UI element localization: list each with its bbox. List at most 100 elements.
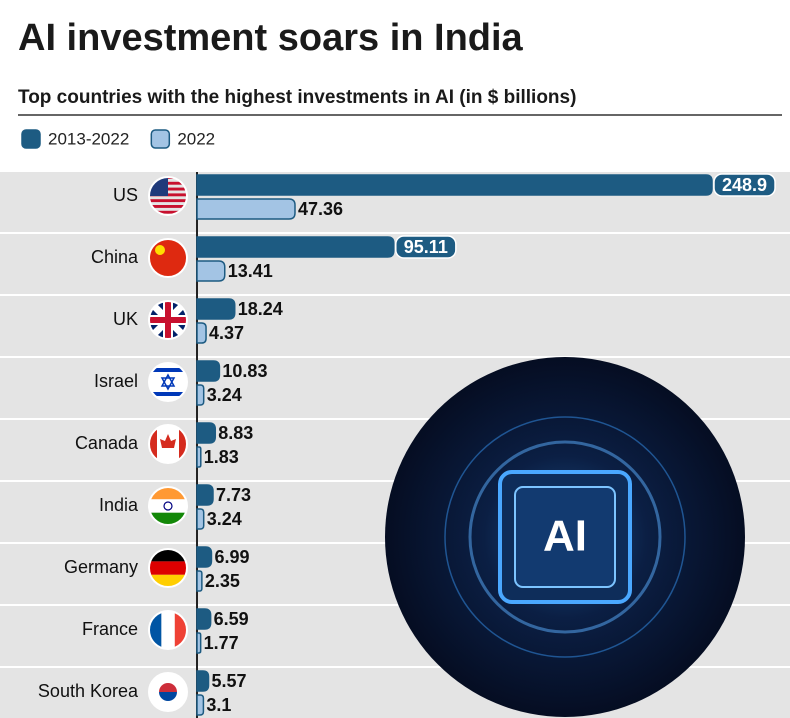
- bar: [196, 236, 395, 258]
- flag-part: [161, 611, 175, 649]
- bar: [196, 422, 217, 444]
- bar: [196, 508, 205, 530]
- value-label: 8.83: [218, 423, 253, 443]
- flag: [148, 548, 188, 588]
- ai-label: AI: [543, 512, 587, 561]
- value-pill: [713, 173, 776, 197]
- value-label: 4.37: [209, 323, 244, 343]
- flag-border: [148, 548, 188, 588]
- value-label: 5.57: [212, 671, 247, 691]
- flag-part: [163, 501, 173, 511]
- row-band: [0, 234, 790, 294]
- flag-part: [160, 373, 176, 391]
- category-label: China: [91, 247, 139, 267]
- ai-ring: [444, 416, 686, 658]
- flag-part: [149, 368, 187, 372]
- flag: [148, 238, 188, 278]
- ai-chip-core: [514, 486, 616, 588]
- chart-subtitle: Top countries with the highest investmen…: [18, 87, 576, 108]
- value-label: 95.11: [404, 237, 448, 257]
- bar: [196, 298, 236, 320]
- value-label: 3.1: [206, 695, 231, 715]
- bar: [196, 446, 202, 468]
- category-label: South Korea: [38, 681, 139, 701]
- flag-part: [149, 301, 187, 339]
- value-pill: [395, 235, 457, 259]
- flag: [148, 362, 188, 402]
- value-label: 6.99: [214, 547, 249, 567]
- flag-part: [149, 239, 187, 277]
- value-label: 7.73: [216, 485, 251, 505]
- flag-image: [149, 673, 187, 711]
- legend-label: 2013-2022: [48, 129, 129, 148]
- value-label: 3.24: [207, 509, 242, 529]
- bar: [196, 546, 213, 568]
- value-label: 3.24: [207, 385, 242, 405]
- flag-border: [148, 610, 188, 650]
- flag-part: [155, 245, 165, 255]
- category-label: Germany: [64, 557, 138, 577]
- flag: [148, 424, 188, 464]
- flag: [148, 486, 188, 526]
- flag-part: [159, 683, 177, 692]
- flag-part: [149, 425, 157, 463]
- bar: [196, 608, 212, 630]
- flag-border: [148, 672, 188, 712]
- ai-ring: [468, 440, 662, 634]
- value-label: 1.83: [204, 447, 239, 467]
- flag-part: [160, 434, 176, 448]
- value-label: 2.35: [205, 571, 240, 591]
- category-label: UK: [113, 309, 138, 329]
- flag-part: [149, 210, 187, 214]
- value-label: 47.36: [298, 199, 343, 219]
- flag-border: [148, 176, 188, 216]
- row-band: [0, 296, 790, 356]
- flag-part: [159, 692, 177, 701]
- flag-image: [149, 363, 187, 401]
- category-label: India: [99, 495, 139, 515]
- flag: [148, 300, 188, 340]
- bar: [196, 694, 205, 716]
- value-label: 1.77: [204, 633, 239, 653]
- flag-image: [149, 239, 187, 277]
- bar: [196, 570, 203, 592]
- bar: [196, 484, 214, 506]
- flag: [148, 672, 188, 712]
- category-label: France: [82, 619, 138, 639]
- flag-part: [179, 425, 187, 463]
- category-label: Israel: [94, 371, 138, 391]
- bar: [196, 260, 226, 282]
- category-label: Canada: [75, 433, 139, 453]
- flag: [148, 610, 188, 650]
- flag-part: [149, 205, 187, 208]
- bar: [196, 632, 202, 654]
- flag-part: [149, 199, 187, 203]
- flag-border: [148, 424, 188, 464]
- value-label: 10.83: [222, 361, 267, 381]
- bar: [196, 174, 713, 196]
- flag-border: [148, 238, 188, 278]
- value-label: 6.59: [214, 609, 249, 629]
- ai-illustration: AI: [385, 357, 745, 717]
- value-label: 248.9: [722, 175, 767, 195]
- flag-border: [148, 300, 188, 340]
- bar: [196, 198, 296, 220]
- value-label: 13.41: [228, 261, 273, 281]
- flag-border: [148, 362, 188, 402]
- flag-part: [149, 392, 187, 396]
- bar: [196, 384, 205, 406]
- chart-title: AI investment soars in India: [18, 17, 524, 59]
- category-label: US: [113, 185, 138, 205]
- legend-label: 2022: [177, 129, 215, 148]
- flag-image: [149, 425, 187, 463]
- bar: [196, 360, 221, 382]
- value-label: 18.24: [238, 299, 283, 319]
- flag-part: [149, 561, 187, 575]
- flag-border: [148, 486, 188, 526]
- legend-swatch: [21, 129, 41, 149]
- bar: [196, 322, 207, 344]
- legend-swatch: [150, 129, 171, 149]
- legend: 2013-2022 2022: [21, 129, 215, 149]
- bar: [196, 670, 210, 692]
